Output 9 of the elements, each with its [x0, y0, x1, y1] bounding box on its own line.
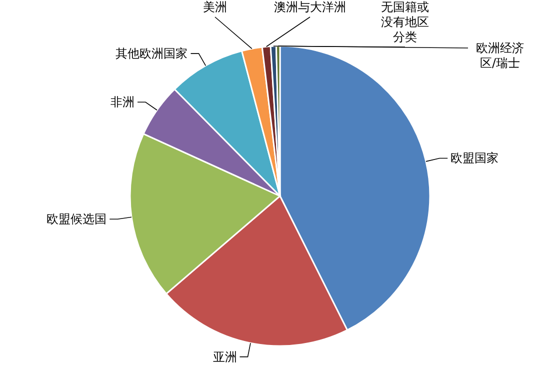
slice-label: 非洲 — [110, 95, 135, 110]
slice-label: 无国籍或没有地区分类 — [381, 0, 429, 44]
slice-label: 澳洲与大洋洲 — [274, 0, 346, 14]
slice-label: 亚洲 — [212, 350, 237, 364]
slice-label: 欧盟候选国 — [46, 212, 107, 226]
slice-label: 美洲 — [203, 0, 227, 14]
slice-label: 欧洲经济区/瑞士 — [476, 41, 524, 70]
slice-label: 欧盟国家 — [450, 151, 499, 166]
slice-label: 其他欧洲国家 — [116, 46, 188, 61]
